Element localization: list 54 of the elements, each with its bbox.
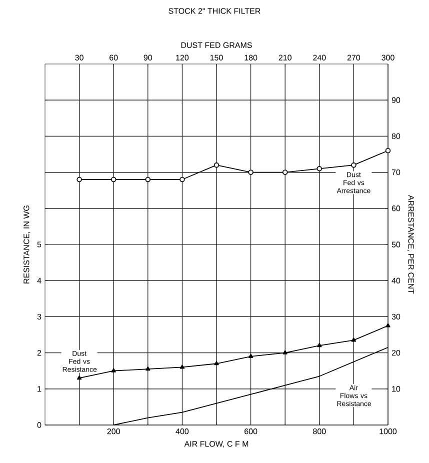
y-tick-label: 2 — [37, 350, 42, 356]
y-tick-label: 4 — [37, 278, 42, 284]
point — [282, 350, 288, 354]
x2-tick-label: 150 — [210, 54, 223, 60]
y-tick-label: 5 — [37, 242, 42, 248]
y2-tick-label: 70 — [392, 169, 400, 176]
point — [316, 166, 322, 172]
point — [110, 176, 116, 182]
y2-tick-label: 10 — [392, 386, 400, 392]
x-tick-label: 800 — [313, 428, 326, 434]
x2-tick-label: 30 — [75, 54, 84, 60]
y-tick-label: 1 — [38, 386, 42, 392]
point — [351, 338, 356, 342]
point — [248, 354, 254, 358]
point — [180, 364, 185, 369]
point — [76, 176, 82, 182]
point — [214, 360, 219, 366]
point — [248, 170, 254, 175]
x2-tick-label: 300 — [382, 54, 394, 60]
point — [146, 366, 150, 371]
point — [145, 176, 151, 182]
y2-tick-label: 40 — [392, 278, 400, 284]
x2-tick-label: 120 — [176, 54, 189, 60]
y2-tick-label: 20 — [392, 350, 400, 356]
point — [111, 368, 116, 372]
y2-axis-title: ARRESTANCE, PER CENT — [407, 195, 414, 294]
y-tick-label: 3 — [37, 314, 42, 320]
x2-tick-label: 90 — [144, 54, 152, 60]
x-tick-label: 200 — [107, 428, 120, 434]
point — [76, 375, 82, 380]
x2-tick-label: 210 — [278, 54, 292, 60]
y2-tick-label: 80 — [392, 133, 400, 140]
y-tick-label: 0 — [37, 422, 42, 428]
point — [214, 162, 220, 168]
y2-tick-label: 60 — [392, 206, 400, 212]
x-tick-label: 1000 — [380, 428, 397, 434]
x2-tick-label: 180 — [244, 54, 258, 60]
x2-axis-title: DUST FED GRAMS — [181, 42, 252, 48]
x-axis-title: AIR FLOW, C F M — [184, 441, 248, 448]
x-tick-label: 400 — [176, 428, 189, 434]
point — [180, 176, 185, 182]
point — [385, 148, 391, 154]
chart-title: STOCK 2" THICK FILTER — [168, 8, 260, 14]
x2-tick-label: 60 — [110, 54, 118, 60]
point — [317, 342, 322, 348]
y2-tick-label: 90 — [392, 97, 400, 103]
y2-tick-label: 30 — [392, 314, 400, 320]
x2-tick-label: 240 — [313, 54, 326, 60]
y2-tick-label: 50 — [392, 242, 400, 248]
point — [282, 170, 288, 175]
point — [351, 162, 356, 168]
x2-tick-label: 270 — [347, 54, 360, 60]
x-tick-label: 600 — [244, 428, 258, 434]
y-axis-title: RESISTANCE, IN WG — [24, 206, 30, 284]
